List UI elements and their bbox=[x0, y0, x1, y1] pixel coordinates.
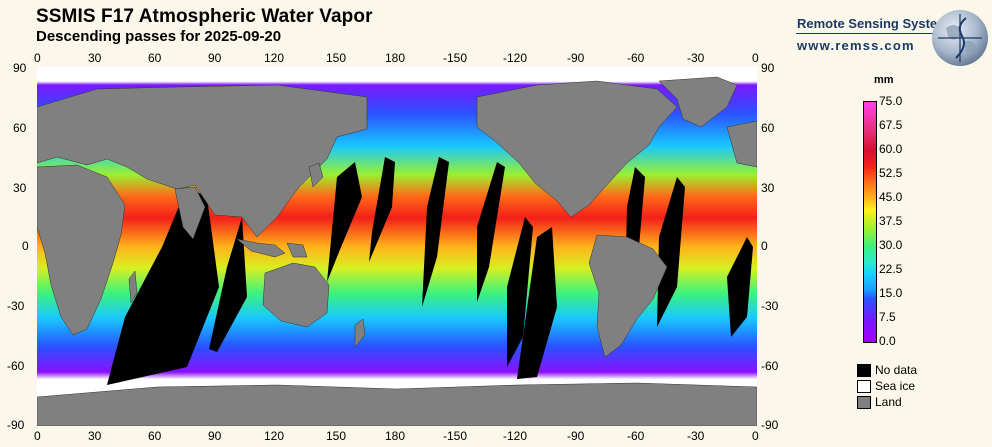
lat-tick-right: -90 bbox=[761, 418, 779, 432]
lon-tick-top: 180 bbox=[385, 51, 406, 65]
lon-tick-top: 150 bbox=[326, 51, 347, 65]
map-subtitle: Descending passes for 2025-09-20 bbox=[36, 28, 282, 45]
lon-tick-top: 120 bbox=[264, 51, 285, 65]
lon-tick-bottom: 30 bbox=[88, 429, 102, 443]
globe-logo-icon bbox=[932, 10, 988, 66]
lon-tick-bottom: 0 bbox=[34, 429, 41, 443]
lon-tick-bottom: -120 bbox=[503, 429, 528, 443]
lat-tick-right: 60 bbox=[761, 121, 775, 135]
lon-tick-bottom: -150 bbox=[443, 429, 468, 443]
brand-divider bbox=[796, 33, 946, 34]
lon-tick-top: -60 bbox=[627, 51, 645, 65]
lon-tick-bottom: 120 bbox=[264, 429, 285, 443]
brand-url: www.remss.com bbox=[797, 38, 915, 53]
lon-tick-top: -150 bbox=[443, 51, 468, 65]
legend-label: No data bbox=[875, 363, 918, 377]
lat-tick-left: 30 bbox=[13, 181, 27, 195]
lon-tick-bottom: 60 bbox=[148, 429, 162, 443]
lat-tick-right: -60 bbox=[761, 359, 779, 373]
lat-tick-left: 90 bbox=[13, 61, 27, 75]
lat-tick-left: -30 bbox=[7, 299, 25, 313]
legend-label: Sea ice bbox=[875, 379, 916, 393]
lat-tick-right: 0 bbox=[761, 239, 768, 253]
lon-tick-bottom: -90 bbox=[567, 429, 585, 443]
lon-tick-bottom: 150 bbox=[326, 429, 347, 443]
colorbar-label: 15.0 bbox=[879, 286, 903, 300]
lon-tick-bottom: 180 bbox=[385, 429, 406, 443]
lat-tick-right: 30 bbox=[761, 181, 775, 195]
lon-tick-top: -30 bbox=[687, 51, 705, 65]
colorbar-label: 7.5 bbox=[879, 310, 896, 324]
lon-tick-top: 30 bbox=[88, 51, 102, 65]
lon-tick-top: 0 bbox=[752, 51, 759, 65]
lat-tick-right: 90 bbox=[761, 61, 775, 75]
legend-swatch-sea-ice bbox=[857, 380, 871, 393]
colorbar-label: 52.5 bbox=[879, 166, 903, 180]
lon-tick-top: 0 bbox=[34, 51, 41, 65]
lon-tick-top: 90 bbox=[208, 51, 222, 65]
lat-tick-left: -90 bbox=[7, 418, 25, 432]
colorbar-label: 45.0 bbox=[879, 190, 903, 204]
lon-tick-bottom: 90 bbox=[208, 429, 222, 443]
colorbar-label: 67.5 bbox=[879, 118, 903, 132]
colorbar-label: 30.0 bbox=[879, 238, 903, 252]
lat-tick-right: -30 bbox=[761, 299, 779, 313]
lon-tick-top: 60 bbox=[148, 51, 162, 65]
lon-tick-bottom: -60 bbox=[627, 429, 645, 443]
colorbar-label: 22.5 bbox=[879, 262, 903, 276]
colorbar bbox=[863, 101, 877, 343]
legend-label: Land bbox=[875, 395, 902, 409]
lat-tick-left: -60 bbox=[7, 359, 25, 373]
colorbar-unit: mm bbox=[874, 74, 894, 86]
map-title: SSMIS F17 Atmospheric Water Vapor bbox=[36, 6, 373, 27]
colorbar-label: 60.0 bbox=[879, 142, 903, 156]
water-vapor-map bbox=[37, 67, 757, 426]
colorbar-label: 0.0 bbox=[879, 334, 896, 348]
lon-tick-top: -120 bbox=[503, 51, 528, 65]
land-masses bbox=[37, 76, 757, 426]
lon-tick-bottom: -30 bbox=[687, 429, 705, 443]
legend-swatch-no-data bbox=[857, 364, 871, 377]
colorbar-label: 75.0 bbox=[879, 94, 903, 108]
legend-swatch-land bbox=[857, 396, 871, 409]
lon-tick-top: -90 bbox=[567, 51, 585, 65]
lon-tick-bottom: 0 bbox=[752, 429, 759, 443]
lat-tick-left: 60 bbox=[13, 121, 27, 135]
colorbar-label: 37.5 bbox=[879, 214, 903, 228]
lat-tick-left: 0 bbox=[22, 239, 29, 253]
brand-name: Remote Sensing Systems bbox=[797, 16, 956, 31]
